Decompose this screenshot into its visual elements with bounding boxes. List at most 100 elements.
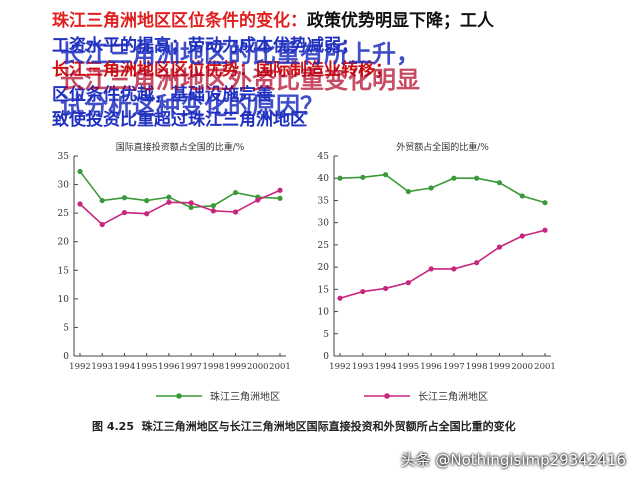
series-1-point [451, 175, 457, 181]
series-line-1 [339, 173, 546, 204]
series-2-point [99, 221, 105, 228]
legend-label-1: 珠江三角洲地区 [210, 390, 280, 403]
legend-marker-1 [176, 393, 182, 399]
series-line-2 [79, 189, 281, 226]
y-tick-label: 40 [318, 174, 330, 184]
series-2-point [277, 187, 283, 193]
y-tick-label: 45 [318, 152, 330, 162]
x-tick-label: 1997 [180, 362, 202, 372]
chart-figure: 国际直接投资额占全国的比重/% 0 5 10 15 20 25 30 35 1992 1993 199… [56, 138, 576, 438]
legend-label-2: 长江三角洲地区 [418, 390, 488, 403]
figure-number: 图 4.25 [92, 420, 134, 433]
x-tick-label: 1994 [114, 362, 136, 372]
slide-text: 珠江三角洲地区区位条件的变化：政策优势明显下降；工人 工资水平的提高；劳动力成本… [0, 0, 640, 140]
series-2-point [166, 199, 172, 205]
y-tick-label: 30 [58, 181, 70, 191]
series-2-point [519, 233, 525, 239]
x-tick-label: 2000 [247, 362, 269, 372]
slide-line-5: 致使投资比重超过珠江三角洲地区 [52, 110, 307, 130]
series-2-point [474, 260, 480, 266]
series-1-point [121, 195, 128, 201]
y-tick-label: 15 [58, 266, 70, 276]
series-1-point [519, 193, 525, 199]
series-1-point [210, 203, 216, 209]
series-1-point [542, 200, 548, 206]
y-tick-label: 15 [318, 285, 330, 295]
y-tick-label: 5 [63, 323, 69, 333]
y-tick-label: 5 [323, 330, 329, 340]
series-2-point [428, 266, 434, 272]
slide-line-1-red: 珠江三角洲地区区位条件的变化： [52, 11, 307, 31]
x-tick-label: 2001 [269, 362, 291, 372]
x-tick-label: 1995 [136, 362, 158, 372]
y-tick-label: 30 [318, 219, 330, 229]
series-1-point [144, 197, 150, 204]
series-line-2 [339, 229, 546, 299]
series-1-point [188, 204, 194, 211]
series-1-point [496, 180, 503, 186]
series-2-point [337, 295, 343, 301]
y-tick-label: 20 [318, 263, 330, 273]
slide-line-1: 珠江三角洲地区区位条件的变化：政策优势明显下降；工人 [52, 6, 494, 31]
series-1-point [360, 174, 366, 180]
x-tick-label: 1995 [398, 362, 420, 372]
x-tick-label: 1992 [329, 362, 351, 372]
series-1-point [382, 172, 389, 178]
x-tick-label: 1999 [225, 362, 247, 372]
series-1-point [232, 189, 239, 196]
x-tick-label: 1996 [158, 362, 180, 372]
x-tick-label: 1997 [443, 362, 465, 372]
x-tick-label: 2000 [511, 362, 533, 372]
x-tick-label: 1993 [91, 362, 113, 372]
figure-caption-text: 珠江三角洲地区与长江三角洲地区国际直接投资和外贸额所占全国比重的变化 [141, 420, 516, 433]
y-tick-label: 35 [58, 152, 70, 162]
slide-line-4: 区位条件优越，基础设施完善 [52, 85, 273, 105]
chart-title: 国际直接投资额占全国的比重/% [116, 141, 245, 153]
x-tick-label: 1996 [420, 362, 442, 372]
series-1-point [428, 185, 434, 191]
series-2-point [255, 197, 261, 203]
series-2-point [210, 208, 216, 214]
overlay-question: 试分析这种变化的原因？ [60, 92, 324, 120]
x-tick-label: 1999 [489, 362, 511, 372]
series-2-point [542, 227, 548, 233]
watermark: 头条 @Nothingisimp29342416 [400, 451, 626, 469]
slide-line-1-rest: 政策优势明显下降；工人 [307, 11, 494, 31]
series-1-point [474, 175, 480, 181]
x-tick-label: 2001 [534, 362, 556, 372]
y-tick-label: 0 [323, 352, 329, 362]
y-tick-label: 25 [318, 241, 330, 251]
series-1-point [166, 194, 172, 200]
slide-line-3: 长江三角洲地区区位优势：国际制造业转移； [52, 60, 392, 80]
series-1-point [77, 168, 83, 175]
y-tick-label: 35 [318, 196, 330, 206]
series-1-point [277, 195, 283, 201]
y-tick-label: 20 [58, 238, 70, 248]
series-2-point [232, 209, 239, 215]
chart-legend: 珠江三角洲地区 长江三角洲地区 [156, 390, 488, 403]
y-tick-label: 0 [63, 352, 69, 362]
series-2-point [451, 266, 457, 272]
series-2-point [77, 201, 83, 207]
x-tick-label: 1994 [375, 362, 397, 372]
y-tick-label: 10 [318, 308, 330, 318]
figure-caption: 图 4.25 珠江三角洲地区与长江三角洲地区国际直接投资和外贸额所占全国比重的变… [92, 418, 516, 434]
series-2-point [382, 285, 389, 292]
series-2-point [496, 244, 503, 250]
chart-title: 外贸额占全国的比重/% [396, 141, 489, 153]
x-tick-label: 1998 [466, 362, 488, 372]
series-2-point [144, 211, 150, 217]
series-2-point [360, 288, 366, 295]
series-2-point [121, 209, 128, 216]
x-tick-label: 1992 [69, 362, 91, 372]
series-2-point [188, 200, 194, 206]
series-2-point [405, 280, 411, 286]
x-tick-label: 1993 [352, 362, 374, 372]
overlay-text-1: 长江三角洲地区的比重有所上升， [60, 40, 420, 68]
legend-marker-2 [384, 393, 390, 399]
x-tick-label: 1998 [203, 362, 225, 372]
overlay-text-2: 长江三角洲地区外资比重变化明显 [60, 66, 420, 94]
